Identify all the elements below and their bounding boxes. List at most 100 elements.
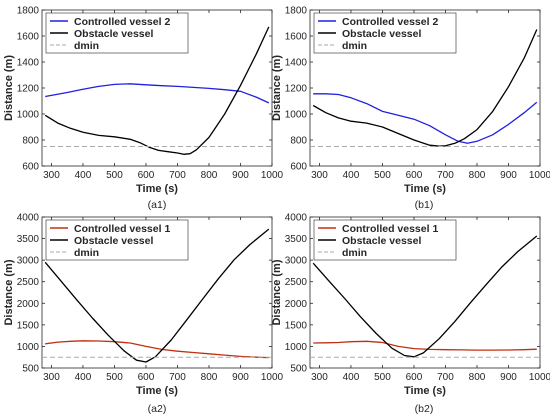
legend-label: dmin <box>74 40 99 52</box>
y-tick-label: 3000 <box>285 256 308 267</box>
x-tick-label: 400 <box>343 372 360 383</box>
x-tick-label: 600 <box>406 170 423 181</box>
x-axis-label: Time (s) <box>404 183 446 195</box>
legend-label: dmin <box>342 247 367 259</box>
y-tick-label: 3500 <box>17 234 40 245</box>
x-tick-label: 600 <box>406 372 423 383</box>
x-tick-label: 800 <box>469 372 486 383</box>
panel-label: (a2) <box>148 403 167 415</box>
y-tick-label: 1400 <box>17 58 40 69</box>
legend-box <box>313 12 457 54</box>
panel-label: (b1) <box>415 199 434 211</box>
x-tick-label: 900 <box>232 372 249 383</box>
y-tick-label: 500 <box>22 364 39 375</box>
x-axis-label: Time (s) <box>136 385 178 397</box>
x-axis-label: Time (s) <box>404 385 446 397</box>
x-tick-label: 400 <box>343 170 360 181</box>
x-tick-label: 500 <box>374 170 391 181</box>
legend-label: Controlled vessel 2 <box>74 16 170 28</box>
y-axis-label: Distance (m) <box>3 259 15 325</box>
legend-box <box>45 12 189 54</box>
y-tick-label: 1000 <box>17 342 40 353</box>
y-tick-label: 1600 <box>285 32 308 43</box>
series-line-obstacle-vessel <box>44 26 270 155</box>
x-tick-label: 600 <box>138 372 155 383</box>
y-tick-label: 1600 <box>17 32 40 43</box>
panel-label: (a1) <box>148 199 167 211</box>
panel-label: (b2) <box>415 403 434 415</box>
y-tick-label: 4000 <box>285 213 308 224</box>
panel-1: 300 400 500 600 700 800 900 1000 600 800 1000 1200 1… <box>3 6 284 212</box>
legend-label: Obstacle vessel <box>342 28 421 40</box>
y-tick-label: 1400 <box>285 58 308 69</box>
panel-4: 300 400 500 600 700 800 900 1000 500 1000 1500 2000… <box>271 213 550 416</box>
y-tick-label: 2500 <box>285 277 308 288</box>
x-tick-label: 700 <box>437 372 454 383</box>
y-tick-label: 2000 <box>285 299 308 310</box>
legend-box <box>45 219 189 261</box>
x-tick-label: 900 <box>500 372 517 383</box>
series-line-obstacle-vessel <box>312 29 538 147</box>
x-tick-label: 900 <box>232 170 249 181</box>
y-axis-label: Distance (m) <box>271 259 283 325</box>
y-tick-label: 1000 <box>285 342 308 353</box>
y-tick-label: 3500 <box>285 234 308 245</box>
y-tick-label: 3000 <box>17 256 40 267</box>
x-tick-label: 700 <box>169 372 186 383</box>
legend-label: Controlled vessel 1 <box>74 223 170 235</box>
x-tick-label: 300 <box>43 170 60 181</box>
legend-label: dmin <box>74 247 99 259</box>
x-tick-label: 1000 <box>261 372 284 383</box>
y-tick-label: 1500 <box>285 320 308 331</box>
legend-label: Controlled vessel 1 <box>342 223 438 235</box>
series-line-obstacle-vessel <box>44 228 270 363</box>
y-tick-label: 1000 <box>17 110 40 121</box>
legend-label: Controlled vessel 2 <box>342 16 438 28</box>
y-tick-label: 600 <box>22 162 39 173</box>
x-tick-label: 800 <box>469 170 486 181</box>
y-tick-label: 500 <box>290 364 307 375</box>
x-tick-label: 1000 <box>529 170 550 181</box>
x-tick-label: 1000 <box>529 372 550 383</box>
legend-box <box>313 219 457 261</box>
x-axis-label: Time (s) <box>136 183 178 195</box>
x-tick-label: 300 <box>311 372 328 383</box>
series-line-controlled-vessel-1 <box>45 340 269 359</box>
x-tick-label: 800 <box>201 372 218 383</box>
series-line-obstacle-vessel <box>312 235 538 358</box>
y-tick-label: 800 <box>22 136 39 147</box>
y-tick-label: 1800 <box>285 6 308 17</box>
y-tick-label: 1200 <box>17 84 40 95</box>
series-line-controlled-vessel-2 <box>45 83 270 104</box>
y-tick-label: 1000 <box>285 110 308 121</box>
x-tick-label: 800 <box>201 170 218 181</box>
y-tick-label: 1500 <box>17 320 40 331</box>
legend-label: Obstacle vessel <box>342 235 421 247</box>
legend-label: Obstacle vessel <box>74 28 153 40</box>
panel-3: 300 400 500 600 700 800 900 1000 500 1000 1500 2000… <box>3 213 284 416</box>
x-tick-label: 400 <box>75 372 92 383</box>
x-tick-label: 300 <box>311 170 328 181</box>
x-tick-label: 300 <box>43 372 60 383</box>
y-tick-label: 1800 <box>17 6 40 17</box>
x-tick-label: 900 <box>500 170 517 181</box>
x-tick-label: 600 <box>138 170 155 181</box>
y-tick-label: 800 <box>290 136 307 147</box>
legend-label: dmin <box>342 40 367 52</box>
x-tick-label: 500 <box>106 170 123 181</box>
x-tick-label: 500 <box>106 372 123 383</box>
x-tick-label: 1000 <box>261 170 284 181</box>
x-tick-label: 500 <box>374 372 391 383</box>
y-tick-label: 1200 <box>285 84 308 95</box>
series-line-controlled-vessel-1 <box>313 340 537 351</box>
x-tick-label: 400 <box>75 170 92 181</box>
x-tick-label: 700 <box>437 170 454 181</box>
legend-label: Obstacle vessel <box>74 235 153 247</box>
x-tick-label: 700 <box>169 170 186 181</box>
series-line-controlled-vessel-2 <box>313 93 538 144</box>
